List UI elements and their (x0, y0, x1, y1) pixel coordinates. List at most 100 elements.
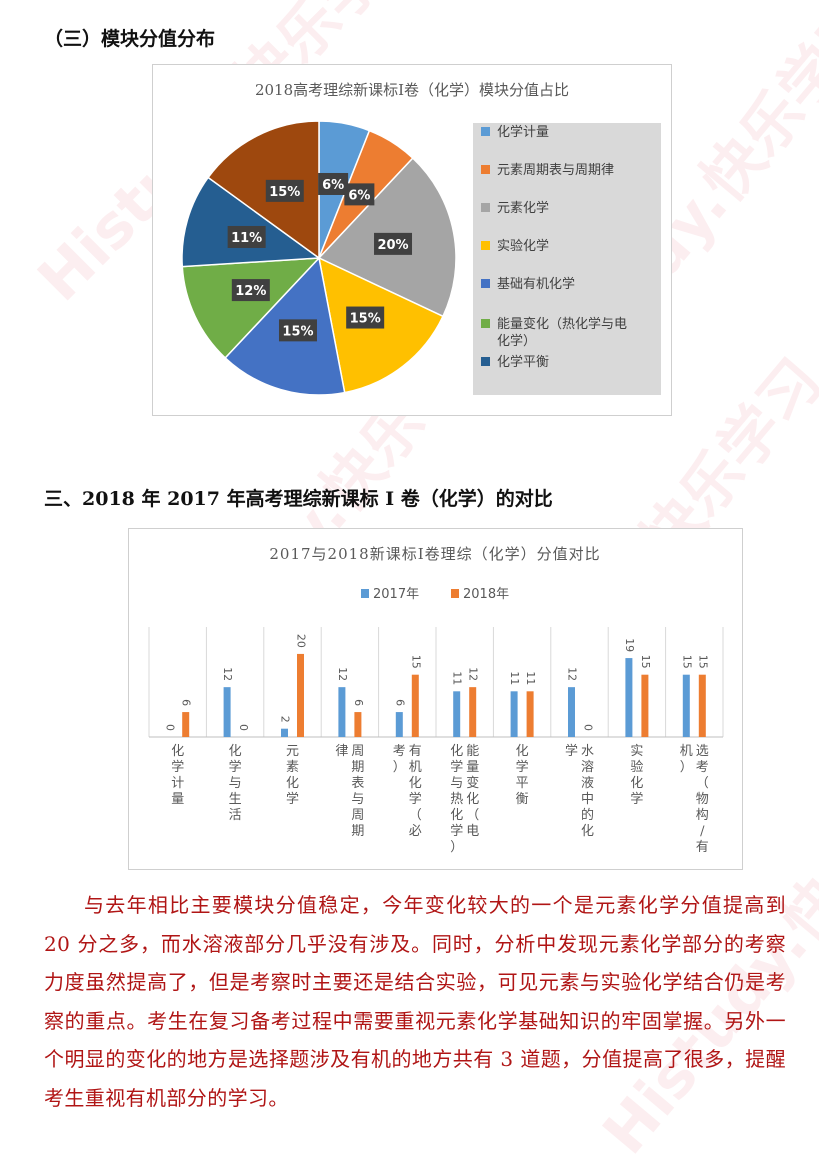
svg-text:物: 物 (696, 792, 709, 807)
svg-text:有: 有 (409, 744, 422, 759)
bar (510, 691, 518, 737)
svg-text:化: 化 (466, 792, 479, 807)
svg-text:实验化学: 实验化学 (497, 238, 549, 254)
pie-legend-entry: 元素化学 (481, 200, 549, 216)
svg-text:）: ） (393, 760, 406, 775)
svg-text:表: 表 (351, 776, 364, 791)
svg-text:20%: 20% (377, 238, 408, 253)
svg-text:实: 实 (630, 744, 643, 759)
svg-text:化学平衡: 化学平衡 (497, 354, 549, 370)
bar-value-label: 20 (295, 634, 308, 648)
bar-value-label: 0 (582, 724, 595, 731)
bar (411, 674, 419, 737)
svg-text:化: 化 (171, 744, 184, 759)
bar-legend-entry: 2017年 (361, 587, 419, 602)
bar-value-label: 11 (451, 671, 464, 685)
x-tick-label: 实验化学 (630, 744, 643, 807)
x-tick-label: 元素化学 (286, 744, 299, 807)
bar-value-label: 12 (221, 667, 234, 681)
bar (182, 712, 190, 737)
pie-value-label: 6% (318, 172, 349, 195)
bar-value-label: 15 (639, 655, 652, 669)
svg-text:水: 水 (581, 744, 594, 759)
pie-legend-entry: 元素周期表与周期律 (481, 163, 614, 178)
svg-text:学: 学 (229, 759, 242, 775)
svg-text:学: 学 (171, 759, 184, 775)
pie-value-label: 15% (278, 319, 317, 342)
bar-legend-entry: 2018年 (451, 587, 509, 602)
svg-text:周: 周 (351, 808, 364, 823)
bar-value-label: 2 (279, 716, 292, 723)
svg-text:考: 考 (696, 760, 709, 775)
bar-value-label: 12 (467, 667, 480, 681)
svg-text:化: 化 (630, 776, 643, 791)
pie-value-label: 11% (227, 225, 266, 248)
svg-text:元素化学: 元素化学 (497, 200, 549, 216)
svg-text:机: 机 (409, 760, 422, 775)
bar (395, 712, 403, 737)
x-tick-label: 学水溶液中的化 (565, 743, 594, 839)
bar-legend: 2017年 2018年 (361, 587, 509, 602)
x-tick-label: 化学平衡 (516, 744, 529, 807)
svg-text:12%: 12% (235, 284, 266, 299)
svg-text:化学计量: 化学计量 (497, 124, 549, 140)
svg-text:律: 律 (335, 744, 348, 759)
svg-text:化: 化 (516, 744, 529, 759)
svg-text:期: 期 (351, 760, 364, 775)
svg-text:周: 周 (351, 744, 364, 759)
svg-text:机: 机 (680, 744, 693, 759)
svg-text:学: 学 (450, 759, 463, 775)
svg-text:中: 中 (581, 792, 594, 807)
svg-text:化: 化 (409, 776, 422, 791)
pie-slice (181, 257, 321, 359)
pie-value-label: 15% (265, 179, 304, 202)
svg-text:生: 生 (229, 792, 242, 807)
pie-chart: 2018高考理综新课标Ⅰ卷（化学）模块分值占比 6% 6% 20% 15% 15% 12% 1… (181, 81, 661, 396)
pie-chart-title: 2018高考理综新课标Ⅰ卷（化学）模块分值占比 (255, 81, 569, 99)
svg-text:学: 学 (565, 743, 578, 759)
bar-value-label: 6 (180, 699, 193, 706)
svg-text:计: 计 (171, 776, 184, 791)
bar (568, 687, 575, 737)
bar (526, 691, 534, 737)
svg-text:平: 平 (516, 776, 529, 791)
bar-value-label: 0 (164, 724, 177, 731)
pie-legend-entry: 化学计量 (481, 124, 549, 140)
bar-value-label: 6 (393, 699, 406, 706)
svg-text:基础有机化学: 基础有机化学 (497, 276, 575, 292)
svg-text:选: 选 (696, 744, 709, 759)
svg-text:化: 化 (450, 808, 463, 823)
section-heading-comparison: 三、2018 年 2017 年高考理综新课标 I 卷（化学）的对比 (44, 488, 553, 510)
svg-text:化: 化 (581, 824, 594, 839)
svg-text:变: 变 (466, 775, 479, 791)
bar-value-label: 15 (409, 655, 422, 669)
svg-text:15%: 15% (269, 185, 300, 200)
pie-legend-entry: 化学平衡 (481, 354, 549, 370)
pie-legend-entry: 实验化学 (481, 238, 549, 254)
svg-text:化: 化 (450, 744, 463, 759)
svg-text:学: 学 (409, 791, 422, 807)
svg-text:元: 元 (286, 744, 299, 759)
svg-text:/: / (700, 824, 705, 839)
svg-text:化学）: 化学） (497, 333, 536, 349)
bar (698, 674, 706, 737)
bar (297, 653, 304, 737)
bar-value-label: 11 (508, 671, 521, 685)
svg-text:量: 量 (466, 760, 479, 775)
svg-text:与: 与 (450, 776, 463, 791)
bar (354, 712, 362, 737)
svg-text:化: 化 (229, 744, 242, 759)
svg-text:验: 验 (630, 759, 643, 775)
pie-value-label: 6% (344, 183, 375, 206)
svg-text:）: ） (450, 840, 463, 855)
pie-value-label: 20% (374, 232, 413, 255)
bar-value-label: 19 (623, 638, 636, 652)
svg-text:电: 电 (466, 824, 479, 839)
pie-value-label: 15% (346, 306, 385, 329)
svg-text:能: 能 (466, 744, 479, 759)
bar-value-label: 12 (566, 667, 579, 681)
bar-value-label: 0 (237, 724, 250, 731)
analysis-paragraph: 与去年相比主要模块分值稳定，今年变化较大的一个是元素化学分值提高到 20 分之多… (44, 893, 786, 1110)
